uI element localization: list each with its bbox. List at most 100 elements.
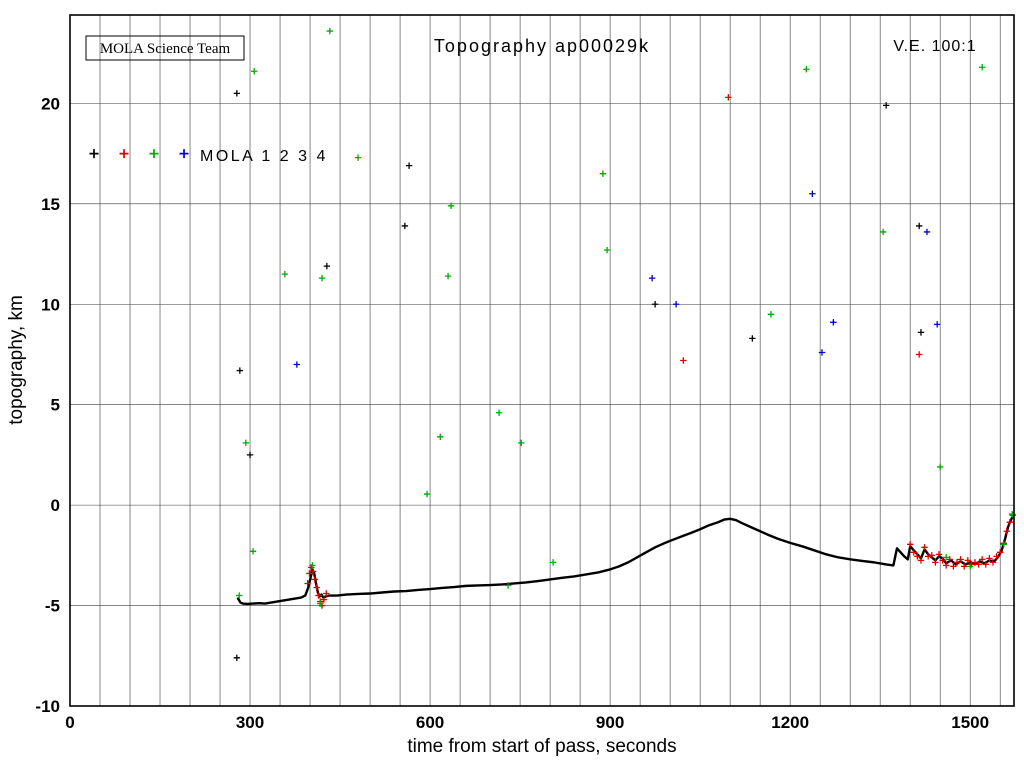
x-axis-label: time from start of pass, seconds bbox=[407, 736, 676, 757]
x-tick-label: 300 bbox=[236, 713, 264, 732]
scatter-point bbox=[939, 557, 946, 564]
scatter-point bbox=[311, 576, 319, 583]
scatter-point bbox=[251, 68, 258, 75]
scatter-point bbox=[921, 544, 928, 551]
legend: MOLA 1 2 3 4 bbox=[89, 148, 328, 165]
x-tick-label: 1200 bbox=[771, 713, 809, 732]
x-tick-label: 600 bbox=[416, 713, 444, 732]
scatter-point bbox=[504, 582, 512, 589]
scatter-point bbox=[680, 357, 687, 364]
scatter-point bbox=[1000, 541, 1007, 548]
scatter-point bbox=[986, 555, 993, 562]
scatter-point bbox=[672, 301, 680, 308]
scatter-point bbox=[236, 367, 244, 374]
legend-marker bbox=[89, 149, 99, 159]
scatter-point bbox=[933, 321, 941, 328]
credit-box: MOLA Science Team bbox=[85, 35, 245, 61]
credit-text: MOLA Science Team bbox=[100, 41, 231, 57]
x-tick-label: 900 bbox=[596, 713, 624, 732]
x-tick-label: 1500 bbox=[951, 713, 989, 732]
scatter-point bbox=[942, 554, 950, 561]
scatter-point bbox=[599, 170, 607, 177]
scatter-point bbox=[964, 557, 971, 564]
scatter-point bbox=[966, 563, 974, 570]
grid bbox=[69, 15, 1014, 707]
scatter-point bbox=[989, 559, 997, 566]
scatter-point bbox=[293, 361, 301, 368]
scatter-point bbox=[495, 409, 503, 416]
scatter-point bbox=[725, 94, 732, 101]
scatter-point bbox=[249, 548, 257, 555]
scatter-point bbox=[242, 439, 250, 447]
scatter-point bbox=[326, 27, 334, 35]
scatter-point bbox=[935, 551, 943, 558]
y-tick-label: 20 bbox=[41, 94, 60, 113]
series-mola2-profile-noise bbox=[304, 511, 1016, 609]
series-mola1-cloud-returns bbox=[233, 90, 925, 661]
scatter-point bbox=[323, 262, 331, 270]
series-mola3-cloud-returns bbox=[242, 27, 986, 566]
legend-marker bbox=[179, 149, 189, 159]
series-ground-profile bbox=[236, 514, 1014, 606]
scatter-point bbox=[306, 570, 313, 577]
scatter-point bbox=[405, 162, 413, 169]
y-tick-label: 0 bbox=[51, 496, 60, 515]
scatter-point bbox=[910, 549, 917, 556]
tick-labels: 0 300 600 900 1200 1500 -10 -5 0 5 10 15 20 bbox=[35, 94, 989, 732]
scatter-point bbox=[233, 654, 241, 661]
scatter-point bbox=[1006, 519, 1013, 526]
scatter-point bbox=[953, 559, 961, 566]
scatter-point bbox=[323, 590, 330, 597]
scatter-point bbox=[996, 549, 1004, 556]
scatter-point bbox=[803, 66, 810, 73]
scatter-point bbox=[401, 222, 409, 230]
profile-line bbox=[236, 514, 1014, 606]
series-mola2-cloud-returns bbox=[680, 94, 923, 364]
scatter-point bbox=[447, 202, 455, 210]
scatter-point bbox=[437, 433, 444, 441]
scatter-point bbox=[818, 349, 826, 356]
scatter-point bbox=[317, 600, 324, 607]
scatter-point bbox=[942, 562, 950, 569]
scatter-point bbox=[315, 592, 322, 599]
scatter-point bbox=[309, 562, 316, 569]
scatter-point bbox=[651, 301, 659, 308]
scatter-point bbox=[1003, 528, 1010, 535]
scatter-point bbox=[313, 584, 320, 591]
scatter-point bbox=[444, 272, 452, 280]
scatter-point bbox=[320, 596, 328, 603]
scatter-point bbox=[978, 64, 986, 71]
y-tick-label: -5 bbox=[45, 597, 60, 616]
scatter-point bbox=[648, 274, 656, 282]
scatter-point bbox=[924, 553, 932, 560]
y-tick-label: 15 bbox=[41, 195, 60, 214]
legend-label: MOLA 1 2 3 4 bbox=[200, 148, 328, 165]
scatter-point bbox=[917, 557, 925, 564]
scatter-point bbox=[749, 335, 756, 342]
scatter-point bbox=[233, 90, 241, 97]
series-mola3-profile-noise bbox=[236, 510, 1016, 607]
scatter-point bbox=[603, 246, 611, 254]
scatter-point bbox=[830, 319, 837, 326]
scatter-point bbox=[975, 561, 982, 568]
y-tick-label: -10 bbox=[35, 697, 60, 716]
vertical-exaggeration-annotation: V.E. 100:1 bbox=[893, 38, 976, 55]
y-tick-label: 5 bbox=[51, 396, 60, 415]
scatter-point bbox=[914, 553, 921, 560]
scatter-point bbox=[928, 552, 935, 559]
data-series bbox=[233, 27, 1016, 661]
scatter-point bbox=[993, 553, 1000, 560]
scatter-point bbox=[304, 580, 311, 587]
scatter-point bbox=[518, 439, 525, 447]
scatter-point bbox=[423, 490, 431, 498]
series-mola4-cloud-returns bbox=[293, 190, 941, 368]
scatter-point bbox=[281, 270, 289, 278]
y-tick-label: 10 bbox=[41, 295, 60, 314]
scatter-point bbox=[882, 102, 890, 109]
scatter-point bbox=[236, 592, 243, 599]
scatter-point bbox=[982, 561, 989, 568]
scatter-point bbox=[946, 556, 953, 563]
legend-marker bbox=[119, 149, 129, 159]
